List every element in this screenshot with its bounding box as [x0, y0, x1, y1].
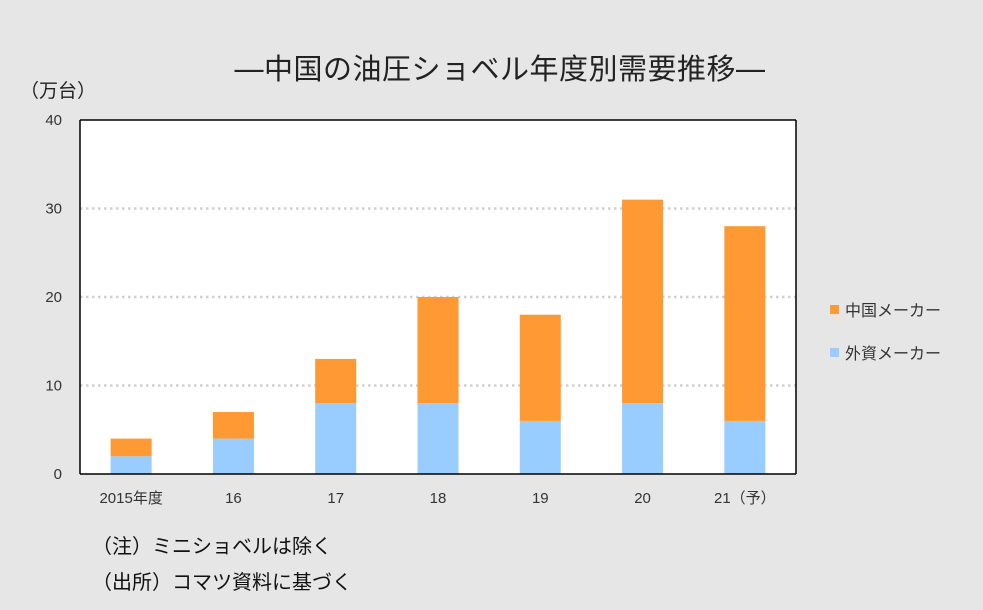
bar-china — [622, 199, 664, 404]
x-tick-labels: 2015年度 16 17 18 19 20 21（予） — [99, 490, 775, 507]
bar-foreign — [417, 403, 459, 474]
y-tick-label: 10 — [45, 378, 62, 395]
bar-china — [519, 314, 561, 421]
chart-title: ―中国の油圧ショベル年度別需要推移― — [234, 52, 766, 86]
bar-foreign — [212, 438, 254, 474]
legend-item-china: 中国メーカー — [830, 299, 942, 320]
legend-swatch-china — [830, 304, 839, 314]
y-tick-labels: 0 10 20 30 40 — [45, 112, 62, 483]
bar-china — [724, 226, 766, 421]
x-tick-label: 18 — [430, 490, 447, 507]
x-tick-label: 20 — [634, 490, 651, 507]
bar-foreign — [315, 403, 357, 474]
x-tick-label: 2015年度 — [99, 490, 162, 507]
legend-label-foreign: 外資メーカー — [845, 344, 942, 363]
bar-china — [212, 412, 254, 439]
y-tick-label: 30 — [45, 201, 62, 218]
bars — [110, 199, 766, 474]
y-tick-label: 40 — [45, 112, 62, 129]
y-axis-unit-label: （万台） — [20, 80, 97, 102]
x-tick-label: 19 — [532, 490, 549, 507]
bar-china — [315, 358, 357, 404]
legend-item-foreign: 外資メーカー — [830, 342, 942, 363]
footnote-source: （出所）コマツ資料に基づく — [92, 570, 352, 594]
x-tick-label: 16 — [225, 490, 242, 507]
y-tick-label: 0 — [54, 466, 62, 483]
bar-china — [417, 297, 459, 404]
x-tick-label: 21（予） — [714, 490, 776, 507]
x-tick-label: 17 — [327, 490, 344, 507]
bar-foreign — [519, 420, 561, 474]
y-tick-label: 20 — [45, 289, 62, 306]
bar-foreign — [110, 456, 152, 474]
plot-frame — [79, 119, 797, 475]
bar-foreign — [724, 420, 766, 474]
bar-china — [110, 438, 152, 457]
legend-swatch-foreign — [830, 347, 839, 357]
legend-label-china: 中国メーカー — [845, 301, 942, 320]
footnote-exclusion: （注）ミニショベルは除く — [92, 534, 332, 558]
bar-foreign — [622, 403, 664, 474]
